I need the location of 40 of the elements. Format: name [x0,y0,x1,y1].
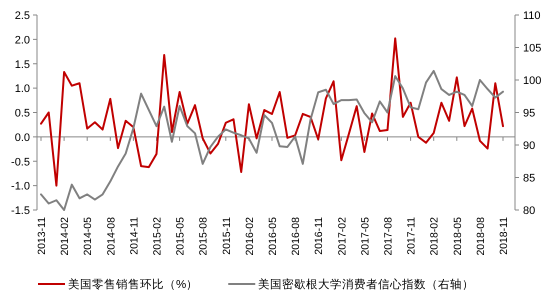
x-tick-label: 2016-08 [290,216,302,256]
x-tick-label: 2015-11 [220,216,233,255]
y2-tick-label: 95 [523,108,536,120]
x-tick-label: 2015-08 [198,216,210,256]
x-tick-label: 2016-11 [313,216,326,255]
y2-tick-label: 105 [523,42,542,54]
x-tick-label: 2018-11 [498,216,510,255]
x-tick-label: 2017-11 [406,216,418,255]
y2-tick-label: 85 [523,172,536,184]
y2-tick-label: 100 [523,75,542,87]
y-tick-label: 2.5 [14,10,30,22]
y-tick-label: -0.5 [11,156,30,168]
y-tick-label: 0.0 [14,132,30,144]
x-tick-label: 2013-11 [36,216,48,255]
x-tick-label: 2018-08 [474,216,487,256]
x-tick-label: 2016-05 [267,216,279,256]
x-tick-label: 2015-05 [174,216,187,256]
x-tick-label: 2017-02 [336,216,348,256]
y2-tick-label: 110 [523,10,541,22]
y2-tick-label: 90 [523,140,536,152]
y2-tick-label: 80 [523,205,536,217]
x-tick-label: 2016-02 [244,216,256,256]
x-tick-label: 2018-05 [452,216,464,256]
x-tick-label: 2017-08 [382,216,394,256]
x-tick-label: 2014-02 [59,216,72,256]
x-tick-label: 2014-05 [82,216,94,256]
y-tick-label: 1.0 [14,83,30,96]
y-tick-label: -1.0 [11,180,30,193]
legend-label: 美国密歇根大学消费者信心指数（右轴） [258,277,474,291]
y-tick-label: -1.5 [11,205,30,217]
legend-label: 美国零售销售环比（%） [68,277,198,291]
y-tick-label: 1.5 [14,58,30,71]
x-tick-label: 2014-08 [105,216,118,256]
x-tick-label: 2015-02 [152,216,164,256]
x-tick-label: 2014-11 [128,216,140,255]
line-series [40,37,504,187]
y-tick-label: 0.5 [14,108,30,120]
x-tick-label: 2017-05 [359,216,372,256]
y-tick-label: 2.0 [14,34,30,46]
x-tick-label: 2018-02 [428,216,441,256]
